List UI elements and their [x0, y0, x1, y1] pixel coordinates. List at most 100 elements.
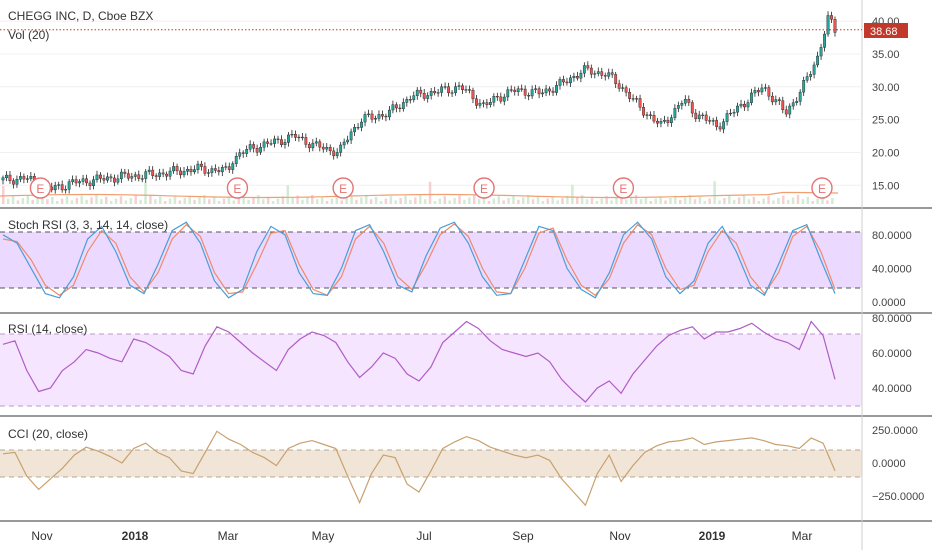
- volume-bar: [487, 201, 491, 204]
- candle: [130, 176, 134, 179]
- volume-bar: [644, 196, 648, 204]
- candle: [833, 19, 837, 33]
- candle: [729, 112, 732, 115]
- stoch-axis-tick-label: 0.0000: [872, 297, 906, 309]
- candle: [690, 102, 694, 114]
- volume-bar: [571, 184, 574, 204]
- cci-axis-tick-label: 250.0000: [872, 425, 918, 437]
- stoch-rsi-pane: [2, 221, 836, 299]
- candle: [819, 47, 823, 57]
- volume-bar: [566, 195, 569, 204]
- candle: [8, 174, 12, 181]
- candle: [736, 105, 739, 113]
- candle: [19, 176, 22, 180]
- candle: [642, 107, 645, 116]
- candle: [95, 174, 99, 180]
- volume-bar: [414, 197, 417, 204]
- volume-bar: [605, 196, 608, 204]
- volume-bar: [526, 195, 530, 204]
- cci-axis-tick-label: 0.0000: [872, 458, 906, 470]
- candle: [659, 121, 663, 124]
- candle: [687, 99, 691, 103]
- candle: [300, 136, 304, 139]
- volume-bar: [472, 195, 476, 204]
- candle: [683, 99, 687, 104]
- earnings-marker[interactable]: [473, 177, 495, 199]
- volume-bar: [16, 200, 20, 204]
- volume-bar: [777, 198, 780, 204]
- candle: [287, 134, 290, 143]
- volume-bar: [816, 198, 819, 204]
- volume-bar: [772, 200, 775, 204]
- candle: [238, 152, 242, 157]
- volume-bar: [144, 182, 147, 204]
- candle: [346, 139, 350, 143]
- volume-bar: [512, 195, 515, 204]
- volume-bar: [350, 195, 353, 204]
- candle: [408, 99, 412, 101]
- earnings-marker[interactable]: [612, 177, 635, 199]
- volume-bar: [178, 200, 182, 204]
- earnings-marker[interactable]: [811, 177, 833, 199]
- candle: [224, 166, 228, 168]
- candle: [241, 152, 245, 154]
- candle: [502, 96, 506, 102]
- candle: [161, 172, 165, 175]
- volume-bar: [468, 197, 471, 204]
- volume-bar: [453, 198, 456, 204]
- volume-bar: [742, 195, 746, 204]
- volume-bar: [149, 195, 152, 204]
- candle: [777, 99, 781, 101]
- candle: [774, 99, 778, 103]
- candle: [575, 75, 579, 79]
- candle: [398, 107, 402, 110]
- candle: [746, 102, 750, 108]
- volume-bar: [222, 198, 226, 204]
- candle: [562, 79, 565, 83]
- candle: [384, 115, 388, 118]
- candle: [259, 147, 263, 153]
- candle: [186, 168, 189, 172]
- candle: [255, 148, 259, 153]
- candle: [283, 142, 287, 145]
- volume-bar: [811, 201, 814, 204]
- candle: [220, 167, 224, 173]
- earnings-marker[interactable]: [332, 177, 354, 199]
- volume-bar: [620, 195, 623, 204]
- candle: [485, 102, 489, 105]
- volume-bar: [423, 199, 427, 204]
- volume-bar: [281, 196, 285, 204]
- candle: [600, 71, 604, 76]
- candle: [252, 144, 256, 149]
- volume-bar: [703, 201, 707, 204]
- volume-bar: [257, 195, 260, 204]
- candle: [830, 15, 833, 20]
- cci-pane: [2, 430, 836, 507]
- volume-bar: [575, 197, 579, 204]
- volume-bar: [36, 197, 39, 204]
- volume-bar: [713, 181, 716, 204]
- earnings-marker[interactable]: [226, 177, 249, 199]
- volume-bar: [119, 196, 123, 204]
- volume-bar: [394, 200, 397, 204]
- candle: [325, 147, 329, 150]
- volume-bar: [708, 198, 711, 204]
- rsi-axis-tick-label: 40.0000: [872, 383, 912, 395]
- candle: [468, 89, 471, 91]
- candle: [443, 86, 447, 88]
- earnings-marker[interactable]: [29, 177, 52, 199]
- candle: [200, 163, 203, 167]
- volume-bar: [75, 198, 79, 204]
- cci-axis-tick-label: −250.0000: [872, 491, 924, 503]
- volume-bar: [782, 195, 785, 204]
- candle: [534, 88, 538, 90]
- x-axis-tick-label: 2018: [122, 529, 149, 543]
- candle: [676, 105, 680, 109]
- volume-bar: [266, 196, 270, 204]
- candle: [321, 146, 325, 150]
- candle: [603, 75, 607, 77]
- candle: [638, 98, 642, 108]
- volume-bar: [6, 198, 10, 204]
- volume-bar: [105, 196, 108, 204]
